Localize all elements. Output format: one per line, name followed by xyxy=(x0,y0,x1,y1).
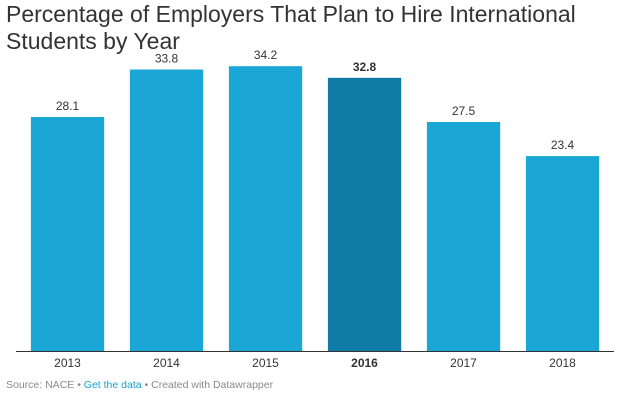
value-label-2015: 34.2 xyxy=(254,48,278,62)
bar-2016 xyxy=(327,77,402,352)
x-tick-label-2018: 2018 xyxy=(549,356,576,370)
x-tick-label-2014: 2014 xyxy=(153,356,180,370)
created-with-text: Created with Datawrapper xyxy=(151,379,274,391)
footer: Source: NACE • Get the data • Created wi… xyxy=(6,379,273,391)
bar-2017 xyxy=(426,122,501,351)
footer-separator: • xyxy=(74,379,84,391)
value-label-2014: 33.8 xyxy=(155,52,179,66)
value-label-2016: 32.8 xyxy=(353,60,377,74)
bar-2013 xyxy=(30,117,105,351)
bar-2018 xyxy=(525,156,600,351)
x-tick-label-2017: 2017 xyxy=(450,356,477,370)
x-tick-label-2013: 2013 xyxy=(54,356,81,370)
footer-separator: • xyxy=(141,379,152,391)
value-label-2013: 28.1 xyxy=(56,99,80,113)
x-tick-label-2015: 2015 xyxy=(252,356,279,370)
source-text: Source: NACE xyxy=(6,379,75,391)
chart-title: Percentage of Employers That Plan to Hir… xyxy=(6,1,576,54)
value-label-2018: 23.4 xyxy=(551,138,575,152)
bar-2014 xyxy=(129,69,204,351)
x-tick-label-2016: 2016 xyxy=(351,356,378,370)
value-label-2017: 27.5 xyxy=(452,104,476,118)
bar-2015 xyxy=(228,66,303,351)
get-data-link[interactable]: Get the data xyxy=(83,379,142,391)
